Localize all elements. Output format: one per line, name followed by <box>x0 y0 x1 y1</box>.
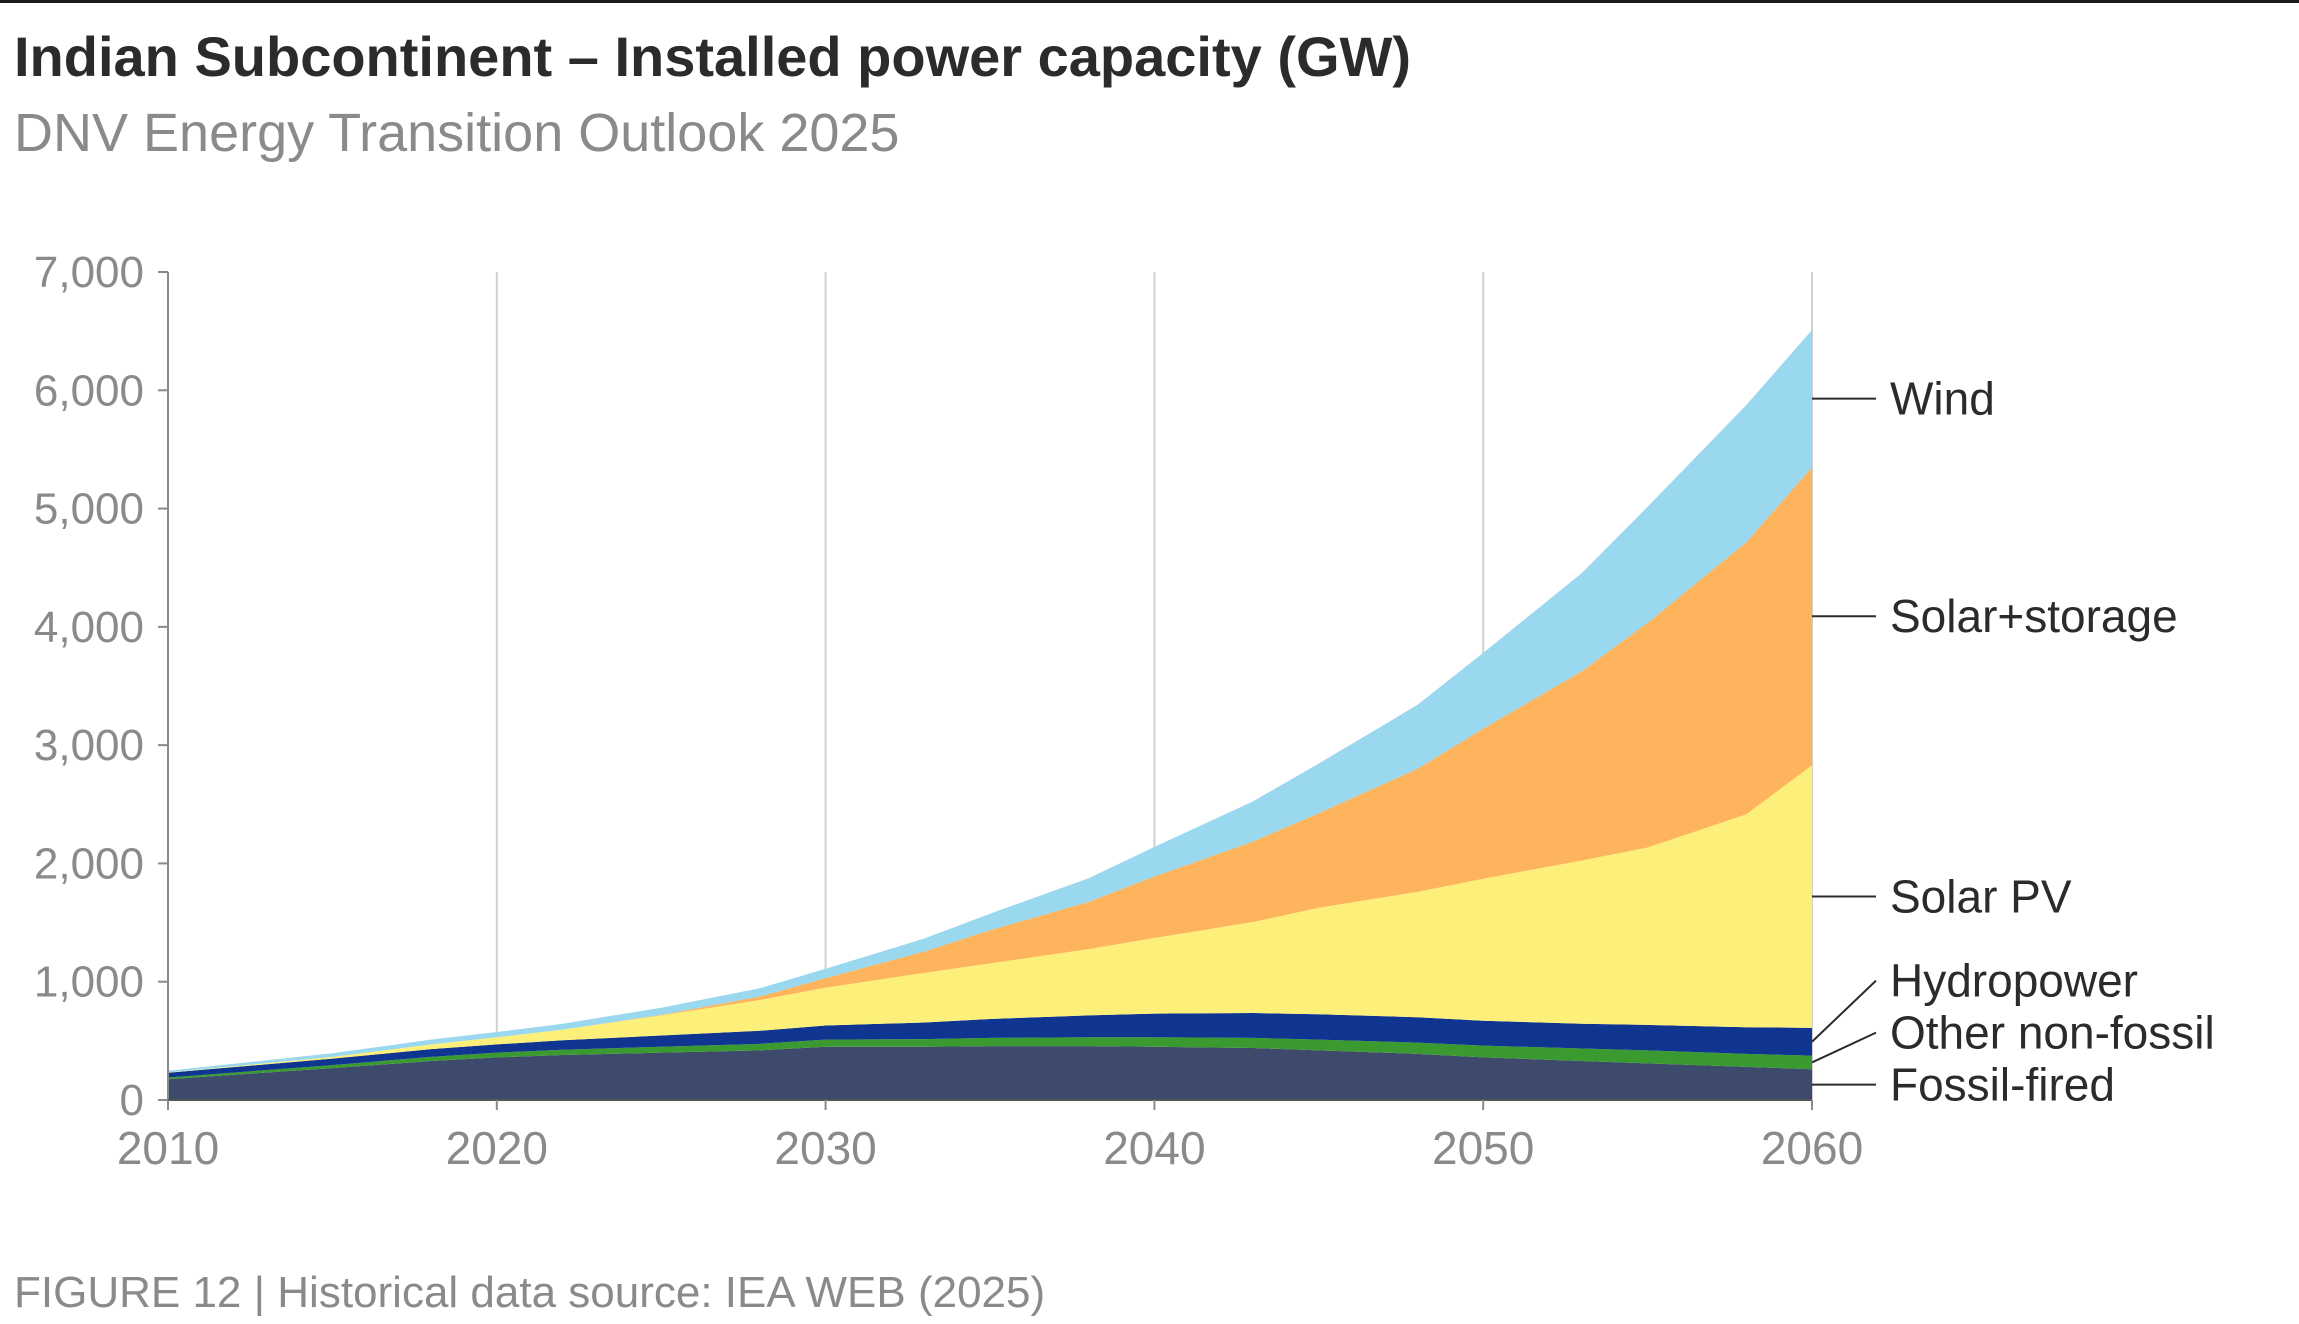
y-tick-label: 2,000 <box>34 839 144 888</box>
area-layer <box>168 329 1812 1100</box>
area-fossil-fired <box>168 1046 1812 1100</box>
x-tick-label: 2030 <box>774 1122 876 1174</box>
chart-subtitle: DNV Energy Transition Outlook 2025 <box>14 103 900 163</box>
chart-title: Indian Subcontinent – Installed power ca… <box>14 25 1412 88</box>
y-tick-label: 7,000 <box>34 248 144 297</box>
figure-caption: FIGURE 12 | Historical data source: IEA … <box>14 1268 1046 1317</box>
area-hydropower <box>168 1013 1812 1078</box>
y-tick-label: 3,000 <box>34 721 144 770</box>
y-tick-label: 4,000 <box>34 603 144 652</box>
series-label-solar-storage: Solar+storage <box>1890 590 2178 642</box>
x-tick-label: 2060 <box>1761 1122 1863 1174</box>
axis-layer: 0 1,000 2,000 3,000 4,000 5,000 6,000 7,000 2010… <box>34 248 1863 1174</box>
leader-line-hydropower <box>1811 979 1877 1043</box>
series-label-other-non-fossil: Other non-fossil <box>1890 1007 2215 1059</box>
y-tick-label: 1,000 <box>34 958 144 1007</box>
series-label-hydropower: Hydropower <box>1890 955 2138 1007</box>
leader-line-other-non-fossil <box>1811 1031 1877 1064</box>
series-label-wind: Wind <box>1890 373 1995 425</box>
top-rule <box>0 0 2299 3</box>
area-solar-pv <box>168 765 1812 1073</box>
area-solar-storage <box>168 467 1812 1073</box>
y-tick-label: 5,000 <box>34 485 144 534</box>
area-other-non-fossil <box>168 1037 1812 1080</box>
y-tick-label: 0 <box>120 1076 144 1125</box>
y-tick-label: 6,000 <box>34 366 144 415</box>
x-tick-label: 2010 <box>117 1122 219 1174</box>
series-label-solar-pv: Solar PV <box>1890 871 2072 923</box>
area-wind <box>168 329 1812 1073</box>
x-tick-label: 2050 <box>1432 1122 1534 1174</box>
series-label-fossil-fired: Fossil-fired <box>1890 1059 2115 1111</box>
x-tick-label: 2040 <box>1103 1122 1205 1174</box>
x-tick-label: 2020 <box>446 1122 548 1174</box>
